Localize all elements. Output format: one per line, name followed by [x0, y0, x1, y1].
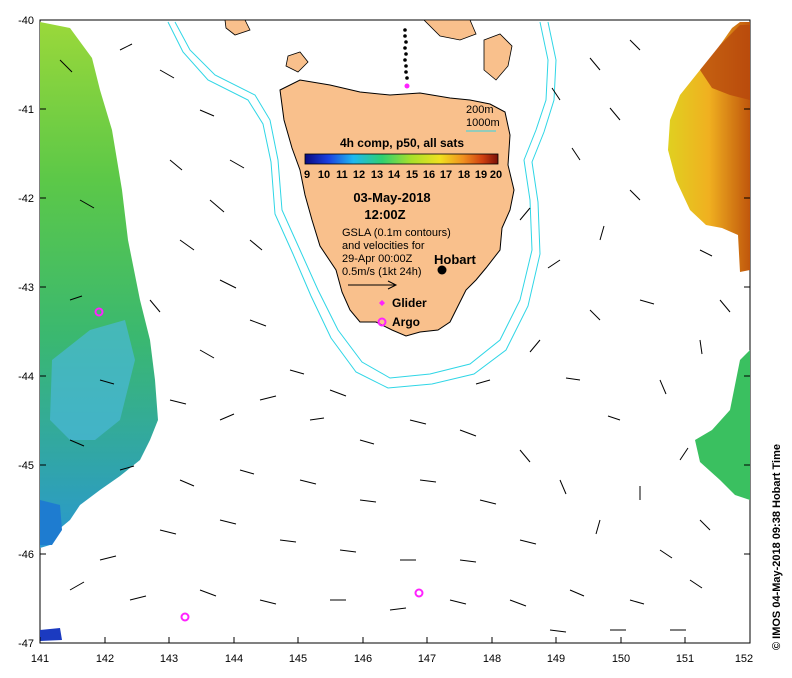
x-tick-label: 148 [483, 653, 501, 665]
colorbar-tick-labels: 9 10 11 12 13 14 15 16 17 18 19 20 [304, 169, 502, 181]
glider-legend-symbol [379, 300, 385, 306]
colorbar-tick: 19 [475, 169, 487, 181]
colorbar-tick: 12 [353, 169, 365, 181]
colorbar-tick: 9 [304, 169, 310, 181]
velocity-scale-arrow [348, 280, 398, 290]
y-tick-label: -43 [18, 282, 34, 294]
sst-colorbar [304, 153, 499, 165]
y-tick-label: -44 [18, 371, 34, 383]
colorbar-tick: 11 [336, 169, 348, 181]
velocity-scale-label: 0.5m/s (1kt 24h) [342, 266, 421, 278]
x-axis-ticks [39, 637, 751, 643]
colorbar-tick: 14 [388, 169, 401, 181]
x-tick-label: 141 [31, 653, 49, 665]
x-tick-label: 144 [225, 653, 243, 665]
composite-label: 4h comp, p50, all sats [340, 136, 464, 150]
velocity-vectors [59, 39, 731, 633]
credit-line: © IMOS 04-May-2018 09:38 Hobart Time [771, 444, 783, 650]
argo-floats [94, 307, 424, 622]
colorbar-tick: 20 [490, 169, 502, 181]
x-tick-label: 143 [160, 653, 178, 665]
contour-1000m-label: 1000m [466, 117, 500, 129]
colorbar-tick: 17 [440, 169, 452, 181]
colorbar-tick: 13 [371, 169, 383, 181]
colorbar-tick: 16 [423, 169, 435, 181]
tasmania-land [224, 19, 515, 337]
map-time: 12:00Z [364, 207, 405, 222]
y-axis-labels: -40 -41 -42 -43 -44 -45 -46 -47 [18, 15, 34, 650]
x-axis-labels: 141 142 143 144 145 146 147 148 149 150 … [31, 653, 753, 665]
gsla-line-2: and velocities for [342, 240, 425, 252]
y-tick-label: -45 [18, 460, 34, 472]
glider-label: Glider [392, 296, 427, 310]
y-axis-ticks [40, 19, 750, 644]
sst-west-patch [40, 22, 158, 641]
y-tick-label: -40 [18, 15, 34, 27]
hobart-marker [437, 265, 447, 275]
y-tick-label: -47 [18, 638, 34, 650]
gsla-line-3: 29-Apr 00:00Z [342, 253, 413, 265]
y-tick-label: -46 [18, 549, 34, 561]
glider-track [403, 28, 409, 80]
x-tick-label: 150 [612, 653, 630, 665]
x-tick-label: 145 [289, 653, 307, 665]
x-tick-label: 149 [547, 653, 565, 665]
glider-position-marker [404, 83, 410, 89]
colorbar-tick: 15 [406, 169, 418, 181]
x-tick-label: 152 [735, 653, 753, 665]
x-tick-label: 151 [676, 653, 694, 665]
hobart-label: Hobart [434, 252, 477, 267]
argo-label: Argo [392, 315, 420, 329]
colorbar-tick: 18 [458, 169, 470, 181]
contour-200m-label: 200m [466, 104, 494, 116]
y-tick-label: -41 [18, 104, 34, 116]
sst-east-patch [668, 22, 750, 500]
x-tick-label: 147 [418, 653, 436, 665]
x-tick-label: 142 [96, 653, 114, 665]
x-tick-label: 146 [354, 653, 372, 665]
y-tick-label: -42 [18, 193, 34, 205]
colorbar-tick: 10 [318, 169, 330, 181]
gsla-line-1: GSLA (0.1m contours) [342, 227, 451, 239]
isobaths [167, 21, 557, 389]
argo-legend-symbol [377, 317, 387, 327]
map-date: 03-May-2018 [353, 190, 430, 205]
